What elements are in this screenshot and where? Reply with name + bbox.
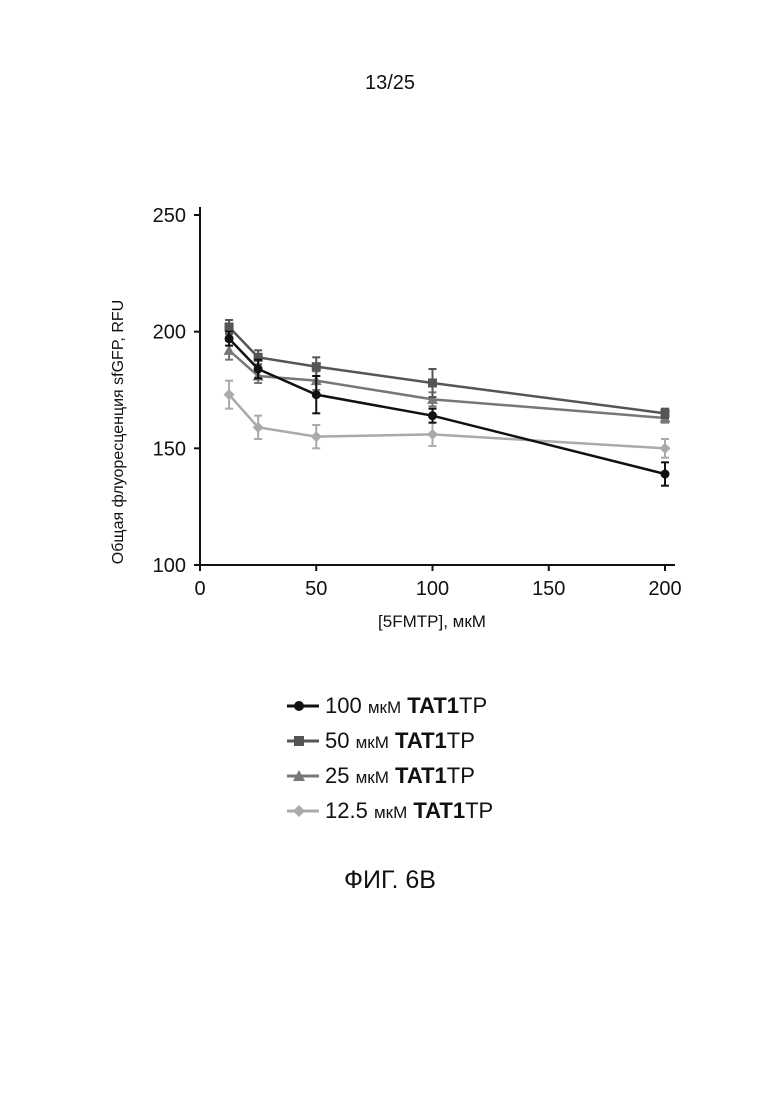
legend-label: 25 мкМ TAT1TP — [325, 763, 475, 789]
data-point — [225, 334, 234, 343]
x-tick-label: 200 — [648, 578, 681, 600]
chart-axes: 100 150 200 250 0 50 100 150 200 — [153, 205, 682, 600]
legend-swatch-diamond-icon — [285, 801, 321, 821]
legend-swatch-square-icon — [285, 731, 321, 751]
series — [224, 341, 671, 423]
figure-caption: ФИГ. 6В — [0, 866, 780, 895]
x-tick-label: 50 — [305, 578, 327, 600]
data-point — [661, 470, 670, 479]
data-point — [254, 365, 263, 374]
series-line — [229, 395, 665, 449]
y-axis-label: Общая флуоресценция sfGFP, RFU — [110, 300, 127, 564]
data-point — [661, 409, 670, 418]
series — [225, 332, 670, 486]
data-point — [312, 362, 321, 371]
x-tick-label: 0 — [194, 578, 205, 600]
y-tick-label: 200 — [153, 322, 186, 344]
legend-item-25: 25 мкМ TAT1TP — [285, 758, 493, 793]
y-tick-label: 250 — [153, 205, 186, 227]
chart-legend: 100 мкМ TAT1TP 50 мкМ TAT1TP 25 мкМ TAT1… — [285, 688, 493, 828]
y-tick-label: 100 — [153, 555, 186, 577]
legend-label: 100 мкМ TAT1TP — [325, 693, 487, 719]
line-chart: 100 150 200 250 0 50 100 150 200 [5FMTP], мкМ Об… — [0, 0, 780, 660]
legend-item-12-5: 12.5 мкМ TAT1TP — [285, 793, 493, 828]
legend-swatch-triangle-icon — [285, 766, 321, 786]
data-point — [428, 379, 437, 388]
legend-label: 50 мкМ TAT1TP — [325, 728, 475, 754]
data-point — [427, 429, 438, 440]
legend-item-50: 50 мкМ TAT1TP — [285, 723, 493, 758]
data-point — [294, 736, 304, 746]
data-point — [293, 805, 305, 817]
data-point — [312, 390, 321, 399]
legend-label: 12.5 мкМ TAT1TP — [325, 798, 493, 824]
data-point — [311, 431, 322, 442]
data-point — [294, 701, 304, 711]
data-point — [660, 443, 671, 454]
series — [225, 320, 670, 418]
legend-swatch-circle-icon — [285, 696, 321, 716]
data-point — [428, 411, 437, 420]
data-point — [225, 323, 234, 332]
x-tick-label: 150 — [532, 578, 565, 600]
x-axis-label: [5FMTP], мкМ — [378, 612, 486, 631]
legend-item-100: 100 мкМ TAT1TP — [285, 688, 493, 723]
chart-series-layer — [224, 320, 671, 486]
y-tick-label: 150 — [153, 438, 186, 460]
series-line — [229, 339, 665, 474]
x-tick-label: 100 — [416, 578, 449, 600]
